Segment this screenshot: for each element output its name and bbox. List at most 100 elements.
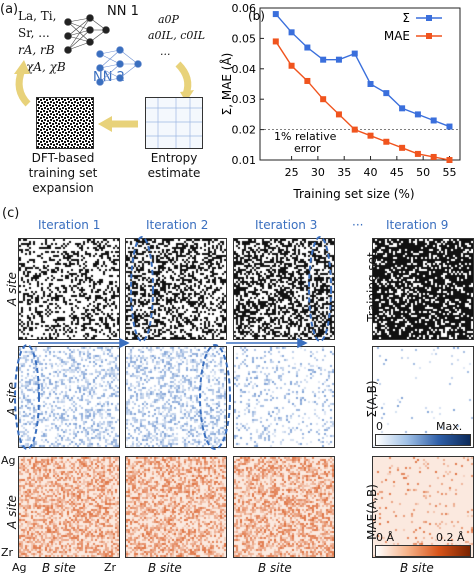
series-point xyxy=(383,90,390,97)
dft-matrix-pattern xyxy=(37,98,93,148)
x-tick-label: 30 xyxy=(311,166,325,179)
zr-row-label: Zr xyxy=(1,546,14,559)
features-line: La, Ti, xyxy=(18,9,57,23)
legend-marker xyxy=(426,33,432,39)
series-point xyxy=(335,56,342,63)
heatmap-canvas xyxy=(373,347,473,447)
mae-heatmap xyxy=(233,456,335,558)
row3-a-site-label: A site xyxy=(5,482,19,542)
heatmap-canvas xyxy=(234,457,334,557)
entropy-matrix-pattern xyxy=(146,98,202,148)
y-axis-title: Σ, MAE (Å) xyxy=(219,53,234,116)
b-site-label-2: B site xyxy=(148,561,182,575)
series-point xyxy=(272,38,279,45)
plot-frame xyxy=(259,7,461,161)
row2-a-site-text: A site xyxy=(5,382,19,416)
series-point xyxy=(367,132,374,139)
training-set-text: Training set xyxy=(365,252,379,322)
arrow-up-head-icon xyxy=(14,60,30,74)
panel-b-chart: 0.01 0.02 0.03 0.04 0.05 0.06 25 30 35 40 45 50 55 Tr… xyxy=(219,2,461,201)
entropy-caption-line: estimate xyxy=(147,166,201,180)
reference-annotation-line2: error xyxy=(294,142,321,155)
mae-scale-max: 0.2 Å xyxy=(436,531,465,544)
training-set-heatmap xyxy=(18,238,120,340)
series-point xyxy=(399,105,406,112)
nn2-network xyxy=(96,46,142,86)
y-tick-label: 0.02 xyxy=(232,124,257,137)
heatmap-canvas xyxy=(19,347,119,447)
nn1-label: NN 1 xyxy=(107,4,139,19)
series-point xyxy=(351,126,358,133)
series-point xyxy=(430,153,437,160)
y-tick-label: 0.03 xyxy=(232,93,257,106)
series-point xyxy=(383,138,390,145)
sigma-heatmap xyxy=(233,346,335,448)
iteration-3-title: Iteration 3 xyxy=(255,218,318,232)
x-tick-label: 25 xyxy=(285,166,299,179)
neural-network-diagram xyxy=(64,14,142,86)
entropy-matrix-thumbnail xyxy=(145,97,203,149)
row1-a-site-text: A site xyxy=(5,272,19,306)
dft-caption: DFT-based training set expansion xyxy=(8,151,118,196)
iteration-2-title: Iteration 2 xyxy=(146,218,209,232)
x-tick-label: 40 xyxy=(364,166,378,179)
ag-row-label: Ag xyxy=(1,454,16,467)
training-set-heatmap xyxy=(125,238,227,340)
entropy-caption: Entropy estimate xyxy=(138,151,210,181)
features-line: χA, χB xyxy=(26,60,66,74)
arrow-right-icon xyxy=(175,61,192,96)
series-point xyxy=(414,111,421,118)
features-block: La, Ti, Sr, ... rA, rB χA, χB xyxy=(18,8,66,76)
mae-colorbar xyxy=(375,545,471,557)
row3-a-site-text: A site xyxy=(5,495,19,529)
series-point xyxy=(335,111,342,118)
series-point xyxy=(446,157,453,163)
x-axis-title: Training set size (%) xyxy=(292,187,414,201)
outputs-line: ... xyxy=(160,45,171,58)
panel-a: (a) La, Ti, Sr, ... rA, rB χA, χB NN 1 N… xyxy=(0,0,215,205)
y-tick-label: 0.05 xyxy=(232,32,257,45)
training-set-label: Training set xyxy=(365,237,379,337)
series-point xyxy=(367,81,374,87)
sigma-scale-min: 0 xyxy=(376,420,383,433)
y-tick-label: 0.04 xyxy=(232,63,257,76)
sigma-colorbar xyxy=(375,434,471,446)
series-point xyxy=(288,29,295,36)
sigma-ab-text: Σ(A,B) xyxy=(365,380,379,418)
reference-annotation-line1: 1% relative xyxy=(274,130,337,143)
arrow-up-icon xyxy=(15,68,31,107)
features-line: rA, rB xyxy=(18,43,55,57)
heatmap-canvas xyxy=(373,457,473,557)
x-tick-label: 45 xyxy=(390,166,404,179)
heatmap-canvas xyxy=(234,347,334,447)
nn1-network xyxy=(64,14,110,54)
series-point xyxy=(320,96,327,103)
arrow-left-head-icon xyxy=(98,116,112,132)
outputs-block: a0P a0IL, c0IL ... xyxy=(148,12,205,60)
panel-c-label: (c) xyxy=(2,206,20,221)
series-point xyxy=(320,56,327,63)
training-set-heatmap xyxy=(372,238,474,340)
series-point xyxy=(288,62,295,69)
b-site-label-4: B site xyxy=(400,561,434,575)
x-tick-label: 35 xyxy=(337,166,351,179)
series-point xyxy=(272,11,279,18)
series-point xyxy=(414,150,421,157)
row1-a-site-label: A site xyxy=(5,259,19,319)
mae-heatmap xyxy=(18,456,120,558)
cycle-arrows xyxy=(14,60,194,132)
series-line-sigma xyxy=(275,13,450,128)
x-tick-label: 55 xyxy=(442,166,456,179)
heatmap-canvas xyxy=(373,239,473,339)
panel-a-label: (a) xyxy=(0,2,19,17)
series-point xyxy=(304,77,311,84)
dft-caption-line: expansion xyxy=(32,181,94,195)
chart-layer: 0.01 0.02 0.03 0.04 0.05 0.06 25 30 35 40 45 50 55 Tr… xyxy=(219,2,461,201)
features-line: Sr, ... xyxy=(18,26,50,40)
mae-heatmap xyxy=(372,456,474,558)
series-point xyxy=(351,50,358,57)
ag-bottom-label: Ag xyxy=(12,561,27,574)
series-point xyxy=(399,144,406,151)
iteration-9-title: Iteration 9 xyxy=(386,218,449,232)
arrow-right-head-icon xyxy=(180,90,194,102)
